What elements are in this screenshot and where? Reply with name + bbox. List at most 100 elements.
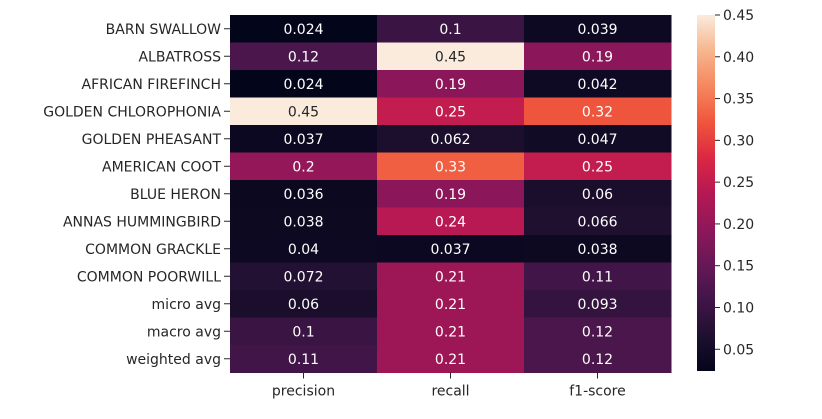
heatmap-cell [230,152,378,181]
row-label: AMERICAN COOT [102,159,221,175]
heatmap-cell [524,152,672,181]
cell-value-label: 0.06 [582,187,613,203]
colorbar-tick-label: 0.45 [723,8,754,24]
row-labels: BARN SWALLOW ALBATROSS AFRICAN FIREFINCH GO… [43,22,230,368]
cell-value-label: 0.21 [435,352,466,368]
column-label: recall [431,384,469,400]
heatmap-cell [230,70,378,98]
heatmap-cell [524,262,672,291]
heatmap-cell [377,317,525,346]
heatmap-cell [524,235,672,263]
colorbar-gradient [697,15,715,371]
cell-value-label: 0.1 [292,324,314,340]
colorbar-tick-label: 0.35 [723,92,754,108]
column-label: f1-score [569,384,626,400]
heatmap-cell [230,42,378,71]
colorbar-ticks: 0.05 0.10 0.15 0.20 0.25 0.30 0.35 0.40 0.45 [715,8,754,358]
heatmap-cell [230,345,378,373]
cell-value-label: 0.036 [283,187,323,203]
column-labels: precision recall f1-score [272,372,626,400]
heatmap-cell [377,70,525,98]
cell-value-label: 0.25 [435,104,466,120]
cell-value-label: 0.45 [288,104,319,120]
cell-value-label: 0.047 [577,132,617,148]
heatmap-cell [524,97,672,126]
colorbar: 0.05 0.10 0.15 0.20 0.25 0.30 0.35 0.40 0.45 [697,8,754,371]
colorbar-tick-label: 0.30 [723,133,754,149]
cell-value-label: 0.21 [435,269,466,285]
heatmap-cell [230,317,378,346]
heatmap-cell [524,70,672,98]
cell-value-label: 0.12 [582,324,613,340]
colorbar-tick-label: 0.25 [723,175,754,191]
heatmap-cell [377,180,525,208]
cell-value-label: 0.042 [577,77,617,93]
heatmap-cell [230,180,378,208]
cell-value-label: 0.21 [435,297,466,313]
heatmap-cell [524,345,672,373]
cell-value-label: 0.06 [288,297,319,313]
cell-value-label: 0.25 [582,159,613,175]
colorbar-tick-label: 0.10 [723,300,754,316]
heatmap-cell [524,125,672,153]
colorbar-tick-label: 0.05 [723,342,754,358]
heatmap-cell [230,15,378,43]
cell-value-label: 0.11 [288,352,319,368]
cell-value-label: 0.12 [582,352,613,368]
colorbar-tick-label: 0.40 [723,50,754,66]
cell-value-label: 0.062 [430,132,470,148]
cell-value-label: 0.038 [577,242,617,258]
cell-value-label: 0.04 [288,242,319,258]
heatmap-cell [377,235,525,263]
row-label: ALBATROSS [138,49,221,65]
heatmap-cell [377,290,525,318]
row-label: weighted avg [126,352,221,368]
heatmap-cell [524,42,672,71]
column-label: precision [272,384,335,400]
heatmap-cell [377,345,525,373]
heatmap-cell [524,317,672,346]
cell-value-label: 0.32 [582,104,613,120]
row-label: macro avg [147,324,221,340]
cell-value-label: 0.24 [435,214,466,230]
heatmap-cell [377,152,525,181]
colorbar-tick-label: 0.20 [723,217,754,233]
heatmap-cell [377,262,525,291]
cell-value-label: 0.19 [435,77,466,93]
row-label: GOLDEN CHLOROPHONIA [43,104,221,120]
heatmap-cell [230,290,378,318]
row-label: BLUE HERON [130,187,221,203]
row-label: micro avg [152,297,221,313]
cell-value-label: 0.19 [582,49,613,65]
heatmap-cells: 0.024 0.1 0.039 0.12 0.45 0.19 0.024 0.19 0.042 0… [230,15,672,373]
cell-value-label: 0.024 [283,22,323,38]
heatmap-cell [524,290,672,318]
heatmap-cell [230,125,378,153]
heatmap-cell [377,42,525,71]
heatmap-cell [377,125,525,153]
cell-value-label: 0.037 [430,242,470,258]
heatmap-cell [230,262,378,291]
heatmap-cell [230,207,378,236]
cell-value-label: 0.19 [435,187,466,203]
heatmap-cell [377,207,525,236]
row-label: COMMON GRACKLE [85,242,221,258]
cell-value-label: 0.038 [283,214,323,230]
heatmap-cell [524,207,672,236]
cell-value-label: 0.21 [435,324,466,340]
heatmap-cell [524,180,672,208]
cell-value-label: 0.093 [577,297,617,313]
colorbar-tick-label: 0.15 [723,259,754,275]
cell-value-label: 0.072 [283,269,323,285]
row-label: BARN SWALLOW [106,22,221,38]
cell-value-label: 0.33 [435,159,466,175]
cell-value-label: 0.45 [435,49,466,65]
heatmap-cell [230,97,378,126]
cell-value-label: 0.11 [582,269,613,285]
cell-value-label: 0.066 [577,214,617,230]
cell-value-label: 0.037 [283,132,323,148]
cell-value-label: 0.12 [288,49,319,65]
row-label: ANNAS HUMMINGBIRD [63,214,221,230]
cell-value-label: 0.039 [577,22,617,38]
